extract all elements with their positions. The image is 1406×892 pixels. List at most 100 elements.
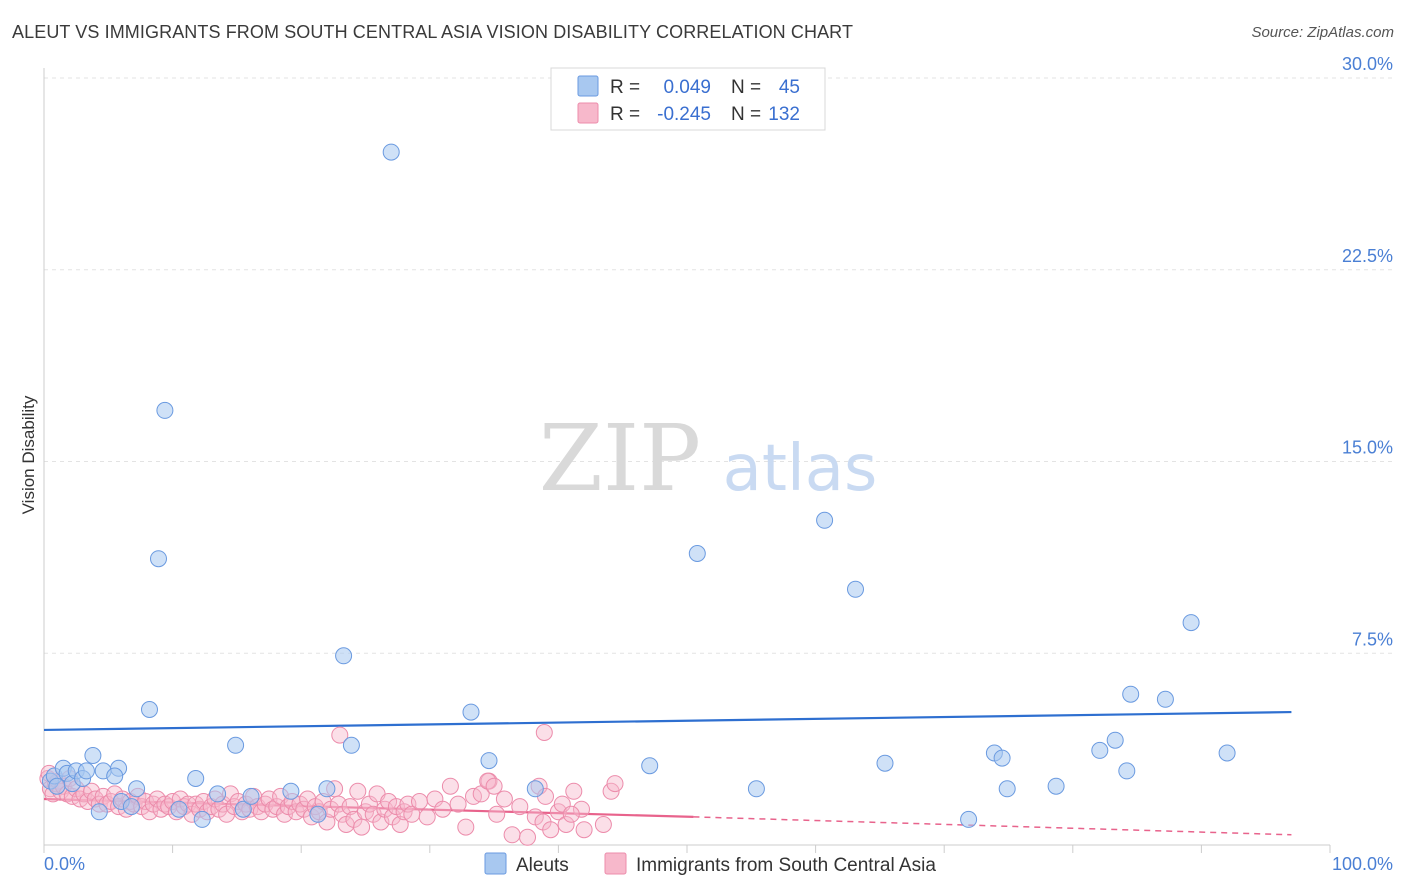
- source-credit: Source: ZipAtlas.com: [1251, 24, 1394, 41]
- immigrants-point: [542, 821, 560, 839]
- aleuts-point: [641, 757, 659, 775]
- watermark-atlas: atlas: [723, 432, 878, 506]
- immigrants-point: [391, 816, 409, 833]
- aleuts-point: [688, 545, 706, 562]
- stats-swatch-aleuts: [577, 75, 599, 97]
- aleuts-point: [318, 780, 336, 798]
- immigrants-point: [573, 800, 590, 818]
- aleuts-point: [242, 787, 260, 805]
- stats-n-value-aleuts: 45: [779, 77, 800, 98]
- aleuts-point: [526, 780, 544, 798]
- grid-lines: [44, 77, 1392, 654]
- aleuts-point: [309, 805, 327, 823]
- aleuts-trend-line: [43, 710, 1292, 732]
- y-tick-label: 15.0%: [1342, 438, 1393, 458]
- stats-r-value-aleuts: 0.049: [663, 77, 711, 98]
- aleuts-point: [335, 647, 353, 665]
- immigrants-point: [485, 777, 503, 795]
- aleuts-point: [106, 767, 124, 785]
- aleuts-point: [1106, 731, 1124, 749]
- aleuts-point: [234, 800, 252, 818]
- immigrants-point: [594, 816, 612, 833]
- legend-label-aleuts: Aleuts: [516, 855, 569, 876]
- zipatlas-watermark: ZIP atlas: [539, 405, 877, 512]
- aleuts-point: [480, 752, 498, 770]
- aleuts-point: [876, 754, 894, 772]
- axes: [43, 68, 1331, 853]
- immigrants-point: [418, 808, 436, 826]
- aleuts-point: [150, 550, 167, 568]
- stats-n-label-aleuts: N =: [731, 77, 761, 98]
- aleuts-point: [1091, 741, 1109, 759]
- legend-swatch-aleuts: [484, 852, 507, 875]
- aleuts-point: [747, 780, 765, 798]
- series-legend: Aleuts Immigrants from South Central Asi…: [484, 852, 936, 876]
- data-points: [39, 143, 1236, 846]
- aleuts-point: [993, 749, 1011, 767]
- aleuts-point: [1156, 690, 1174, 708]
- immigrants-point: [434, 800, 452, 818]
- tick-labels: 7.5% 15.0% 22.5% 30.0% 0.0% 100.0%: [44, 54, 1393, 874]
- immigrants-point: [349, 782, 367, 800]
- stats-swatch-immigrants: [577, 102, 599, 124]
- immigrants-point: [549, 803, 567, 821]
- chart-title: ALEUT VS IMMIGRANTS FROM SOUTH CENTRAL A…: [12, 22, 854, 42]
- aleuts-point: [282, 782, 300, 800]
- aleuts-point: [170, 800, 188, 818]
- aleuts-point: [227, 736, 245, 754]
- aleuts-point: [462, 703, 480, 721]
- immigrants-point: [488, 805, 506, 823]
- aleuts-point: [84, 747, 102, 764]
- stats-r-label-immigrants: R =: [610, 104, 640, 125]
- aleuts-point: [187, 770, 205, 787]
- stats-n-value-immigrants: 132: [768, 104, 800, 125]
- immigrants-point: [341, 798, 359, 816]
- legend-swatch-immigrants: [604, 852, 627, 875]
- aleuts-point: [342, 736, 360, 754]
- stats-r-value-immigrants: -0.245: [657, 104, 711, 125]
- immigrants-point: [565, 782, 583, 800]
- aleuts-point: [48, 777, 66, 795]
- stats-r-label-aleuts: R =: [610, 77, 640, 98]
- aleuts-point: [141, 701, 158, 718]
- aleuts-point: [122, 798, 140, 816]
- immigrants-point: [562, 805, 580, 823]
- aleuts-point: [193, 810, 211, 828]
- immigrants-point: [511, 798, 529, 816]
- x-tick-label: 100.0%: [1332, 854, 1393, 874]
- aleuts-point: [1118, 762, 1136, 780]
- immigrants-trend-line-extrapolated: [693, 816, 1292, 836]
- stats-legend: R = 0.049 N = 45 R = -0.245 N = 132: [550, 67, 826, 131]
- immigrants-point: [457, 818, 475, 836]
- legend-label-immigrants: Immigrants from South Central Asia: [636, 855, 936, 876]
- immigrants-point: [449, 795, 467, 813]
- aleuts-point: [77, 762, 95, 780]
- immigrants-point: [331, 726, 349, 744]
- immigrants-point: [519, 828, 536, 846]
- aleuts-point: [847, 580, 864, 598]
- aleuts-point: [1182, 614, 1200, 632]
- aleuts-point: [90, 803, 108, 821]
- immigrants-point: [606, 775, 624, 793]
- aleuts-point: [816, 511, 834, 529]
- aleuts-point: [1218, 744, 1236, 762]
- immigrants-point: [353, 818, 371, 836]
- immigrants-point: [557, 816, 575, 833]
- immigrants-point: [495, 790, 513, 808]
- aleuts-point: [156, 401, 174, 419]
- aleuts-point: [1122, 685, 1140, 703]
- aleuts-point: [998, 780, 1016, 798]
- aleuts-point: [1047, 777, 1065, 795]
- immigrants-point: [602, 782, 620, 800]
- immigrants-point: [535, 724, 553, 741]
- immigrants-point: [441, 777, 459, 795]
- y-tick-label: 22.5%: [1342, 246, 1393, 266]
- y-tick-label: 30.0%: [1342, 54, 1393, 74]
- watermark-zip: ZIP: [539, 405, 701, 512]
- immigrants-point: [503, 826, 521, 844]
- stats-n-label-immigrants: N =: [731, 104, 761, 125]
- immigrants-point: [411, 793, 428, 810]
- aleuts-point: [128, 780, 146, 798]
- aleuts-point: [960, 810, 978, 828]
